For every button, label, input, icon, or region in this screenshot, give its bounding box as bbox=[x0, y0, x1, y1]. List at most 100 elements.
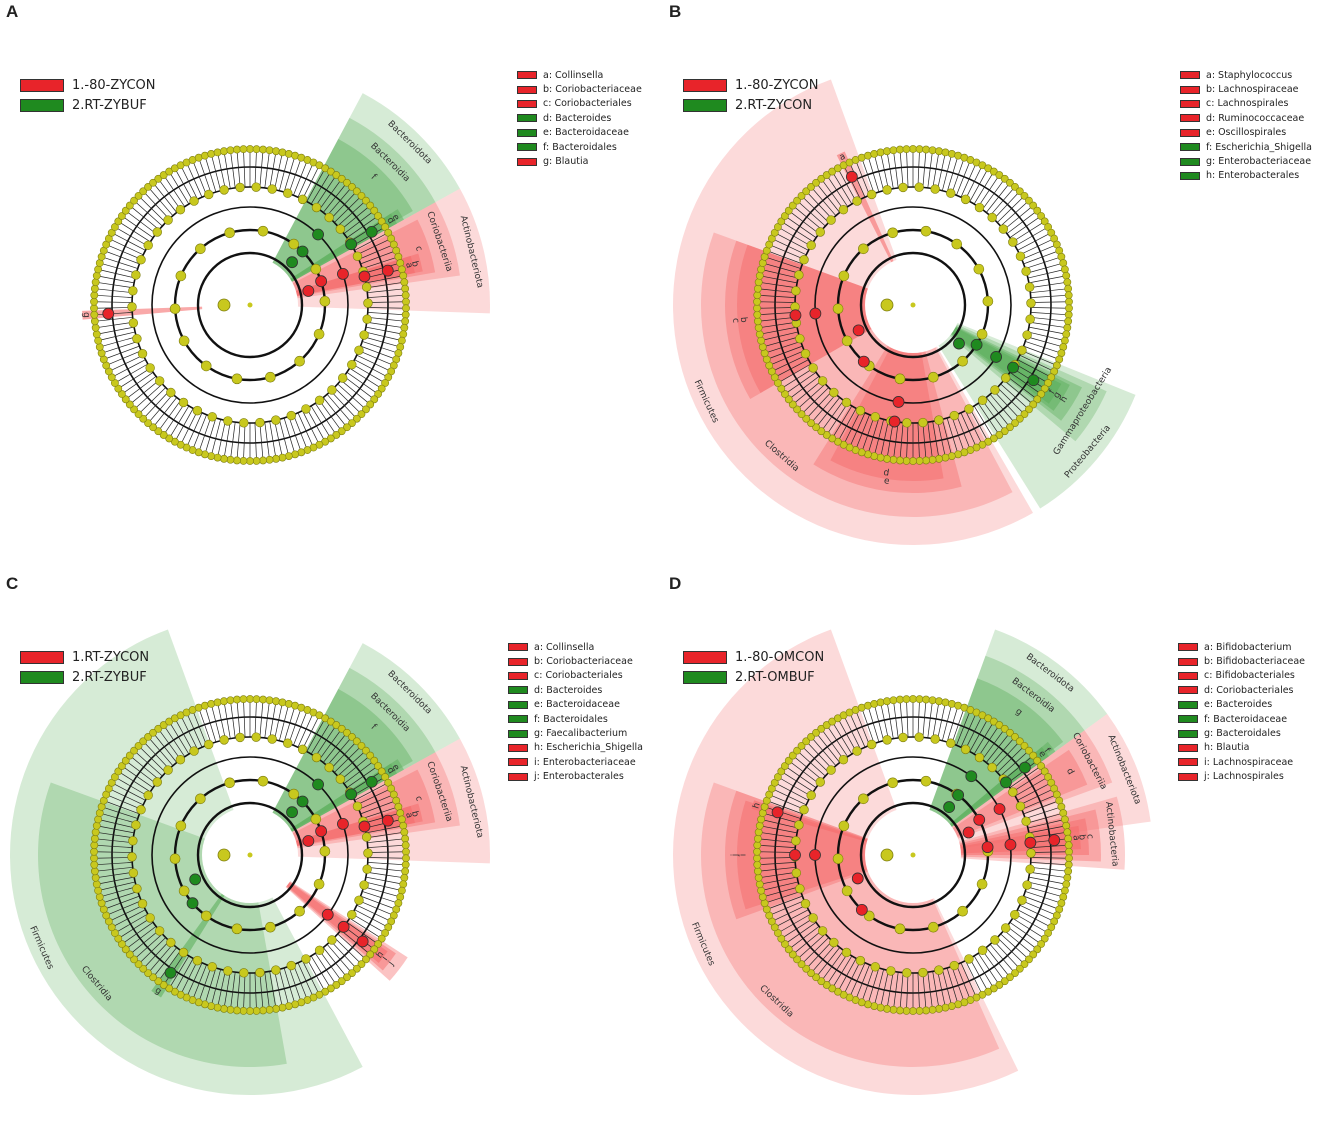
branch-line bbox=[129, 755, 160, 781]
taxa-label: c: Bifidobacteriales bbox=[1204, 670, 1295, 682]
tree-node bbox=[271, 415, 281, 425]
clade-shade-coriobacteriia bbox=[284, 752, 460, 850]
leaf-node bbox=[1037, 212, 1045, 220]
tree-node bbox=[1024, 282, 1035, 292]
branch-line bbox=[147, 186, 174, 216]
branch-line bbox=[942, 153, 953, 191]
clade-node-firmicutes bbox=[189, 873, 202, 886]
branch-line bbox=[362, 256, 399, 269]
leaf-node bbox=[125, 751, 134, 760]
clade-node-g bbox=[102, 307, 115, 320]
taxa-label: h: Escherichia_Shigella bbox=[534, 742, 643, 754]
branch-line bbox=[781, 221, 814, 243]
tree-node bbox=[136, 255, 146, 265]
branch-line bbox=[1030, 307, 1069, 309]
branch-line bbox=[796, 933, 826, 960]
branch-line bbox=[1030, 844, 1069, 848]
branch-line bbox=[922, 972, 927, 1011]
leaf-node bbox=[159, 721, 168, 729]
tree-node bbox=[1001, 923, 1011, 933]
branch-line bbox=[1023, 895, 1060, 910]
branch-line bbox=[101, 806, 138, 819]
taxa-legend-item: d: Bacteroides bbox=[508, 683, 643, 697]
leaf-node bbox=[366, 201, 375, 210]
clade-node-f bbox=[312, 228, 324, 241]
branch-line bbox=[1006, 926, 1038, 950]
leaf-node bbox=[118, 212, 126, 220]
tree-node bbox=[175, 820, 187, 832]
tree-node bbox=[794, 270, 804, 280]
tree-node bbox=[990, 935, 1000, 945]
branch-line bbox=[932, 701, 940, 739]
branch-line bbox=[264, 422, 270, 460]
tree-node bbox=[800, 349, 811, 359]
branch-line bbox=[192, 159, 207, 196]
leaf-node bbox=[278, 148, 287, 157]
taxa-label: e: Bacteroidaceae bbox=[543, 127, 629, 139]
branch-line bbox=[96, 275, 135, 284]
tree-node bbox=[838, 270, 850, 282]
branch-line bbox=[106, 244, 142, 260]
leaf-node bbox=[989, 167, 998, 176]
taxa-label: e: Bacteroidaceae bbox=[534, 699, 620, 711]
branch-line bbox=[114, 226, 148, 247]
leaf-node bbox=[400, 828, 409, 837]
branch-line bbox=[360, 895, 397, 910]
branch-line bbox=[1017, 359, 1052, 378]
leaf-node bbox=[1015, 964, 1024, 973]
group-label: 1.-80-ZYCON bbox=[735, 77, 819, 93]
leaf-node bbox=[348, 419, 356, 427]
branch-line bbox=[982, 950, 1005, 982]
taxa-swatch bbox=[508, 758, 528, 767]
leaf-node bbox=[753, 847, 761, 856]
branch-line bbox=[152, 947, 177, 978]
branch-line bbox=[927, 150, 933, 188]
branch-line bbox=[993, 940, 1021, 969]
branch-line bbox=[937, 970, 946, 1008]
leaf-node bbox=[259, 145, 267, 154]
leaf-node bbox=[1005, 973, 1014, 982]
branch-line bbox=[917, 149, 920, 188]
taxa-label: h: Enterobacterales bbox=[1206, 170, 1300, 182]
branch-line bbox=[274, 420, 283, 458]
tree-node bbox=[882, 735, 892, 745]
branch-line bbox=[343, 376, 375, 400]
branch-line bbox=[138, 745, 166, 773]
branch-line bbox=[997, 387, 1025, 415]
taxa-label: d: Bacteroides bbox=[543, 112, 612, 124]
leaf-node bbox=[374, 390, 382, 398]
leaf-node bbox=[1040, 767, 1049, 776]
branch-line bbox=[163, 174, 185, 207]
leaf-node bbox=[755, 821, 764, 830]
tree-node bbox=[880, 848, 894, 862]
leaf-node bbox=[928, 146, 937, 155]
branch-line bbox=[323, 397, 348, 428]
branch-line bbox=[946, 705, 959, 743]
branch-line bbox=[243, 422, 246, 461]
leaf-node bbox=[1005, 423, 1014, 432]
leaf-node bbox=[1065, 847, 1073, 856]
taxa-swatch bbox=[1180, 114, 1200, 123]
tree-node bbox=[178, 335, 190, 347]
leaf-node bbox=[362, 955, 370, 964]
branch-line bbox=[96, 825, 135, 834]
leaf-node bbox=[902, 1006, 911, 1015]
branch-line bbox=[147, 394, 174, 424]
taxa-swatch bbox=[508, 729, 528, 738]
branch-line bbox=[784, 215, 817, 238]
tree-node bbox=[362, 864, 372, 874]
branch-line bbox=[982, 178, 1005, 210]
taxa-legend-item: f: Escherichia_Shigella bbox=[1180, 140, 1312, 154]
leaf-node bbox=[753, 291, 762, 300]
branch-line bbox=[163, 724, 185, 757]
branch-line bbox=[236, 699, 241, 738]
branch-line bbox=[204, 705, 217, 743]
branch-line bbox=[810, 394, 837, 424]
panel-letter: C bbox=[6, 574, 19, 593]
leaf-node bbox=[401, 867, 410, 876]
taxa-label: i: Lachnospiraceae bbox=[1204, 756, 1294, 768]
branch-line bbox=[1009, 922, 1042, 945]
leaf-node bbox=[1020, 410, 1029, 419]
leaf-node bbox=[788, 201, 797, 210]
branch-line bbox=[360, 800, 397, 815]
